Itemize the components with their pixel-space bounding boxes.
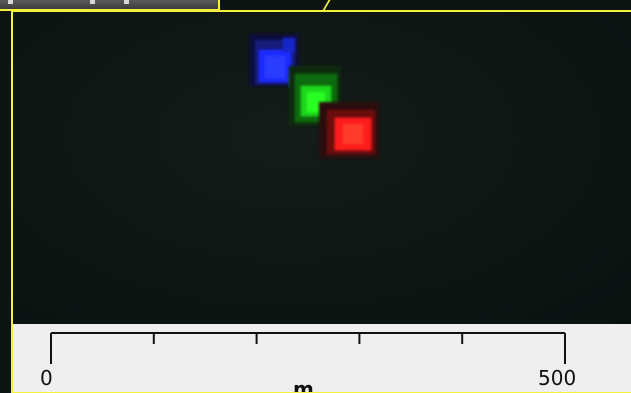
toolbar-handle-icon[interactable] <box>8 0 13 4</box>
toolbar-handle-icon[interactable] <box>124 0 129 4</box>
scale-start-label: 0 <box>40 366 53 390</box>
top-toolbar[interactable] <box>0 0 220 11</box>
scale-bar-panel: 0 500 m <box>13 324 631 393</box>
red-blob <box>319 102 379 158</box>
scale-bar <box>50 332 566 364</box>
selection-handle[interactable] <box>321 0 331 12</box>
toolbar-handle-icon[interactable] <box>90 0 95 4</box>
scale-bar-ticks <box>50 333 566 364</box>
scale-unit-label: m <box>293 377 314 393</box>
color-blob-image <box>249 34 379 158</box>
image-view[interactable] <box>13 12 631 324</box>
blue-blob <box>249 34 299 86</box>
scale-end-label: 500 <box>538 366 577 390</box>
